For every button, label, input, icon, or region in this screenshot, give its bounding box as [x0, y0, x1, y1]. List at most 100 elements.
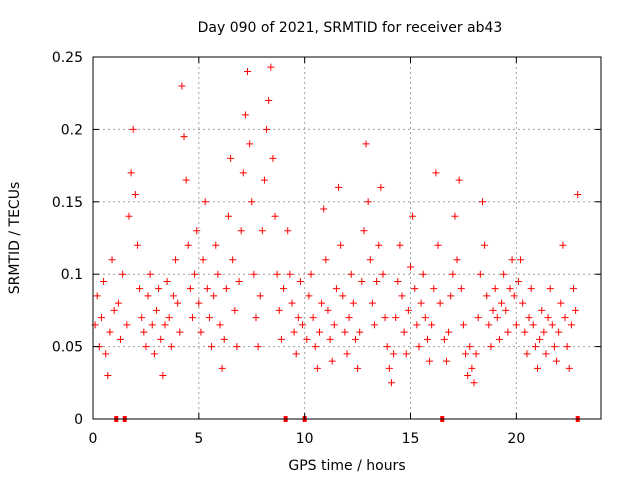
- data-point: [100, 277, 108, 285]
- data-point: [212, 241, 220, 249]
- data-point: [442, 357, 450, 365]
- data-point: [436, 299, 444, 307]
- data-point: [119, 270, 127, 278]
- data-point: [527, 285, 535, 293]
- data-point: [430, 285, 438, 293]
- data-point: [161, 321, 169, 329]
- x-tick-label: 20: [507, 431, 525, 447]
- data-point: [241, 111, 249, 119]
- data-point: [106, 328, 114, 336]
- data-point: [153, 306, 160, 314]
- x-tick-label: 15: [402, 431, 420, 447]
- data-point: [445, 328, 453, 336]
- data-point: [373, 277, 381, 285]
- data-point: [409, 212, 417, 220]
- data-point: [375, 241, 383, 249]
- y-tick-label: 0.25: [52, 50, 83, 66]
- data-point: [142, 343, 150, 351]
- data-point: [483, 292, 491, 300]
- data-point: [510, 292, 518, 300]
- data-point: [294, 314, 302, 322]
- data-point: [237, 227, 245, 235]
- data-point: [474, 314, 482, 322]
- data-point: [252, 314, 260, 322]
- data-point: [332, 285, 340, 293]
- data-point: [459, 321, 467, 329]
- data-point: [229, 256, 237, 264]
- data-point: [320, 205, 328, 213]
- data-point: [280, 285, 287, 293]
- data-point: [108, 256, 116, 264]
- grid: [93, 57, 601, 419]
- data-point: [364, 198, 372, 206]
- data-point: [502, 306, 510, 314]
- data-point: [387, 379, 395, 387]
- data-point: [125, 212, 133, 220]
- x-tick-label: 5: [194, 431, 203, 447]
- data-point: [286, 270, 294, 278]
- data-point: [205, 314, 213, 322]
- y-tick-label: 0.15: [52, 195, 83, 211]
- data-points: [91, 63, 582, 387]
- data-point: [110, 306, 118, 314]
- data-point: [233, 343, 241, 351]
- data-point: [341, 328, 349, 336]
- data-point: [163, 277, 171, 285]
- data-point: [208, 343, 216, 351]
- data-point: [478, 198, 486, 206]
- data-point: [512, 321, 520, 329]
- data-point: [506, 285, 514, 293]
- data-point: [464, 372, 472, 380]
- data-point: [284, 227, 292, 235]
- data-point: [413, 321, 421, 329]
- data-point: [216, 321, 224, 329]
- data-point: [472, 350, 480, 358]
- data-point: [362, 140, 370, 148]
- data-point: [493, 314, 501, 322]
- data-point: [358, 277, 366, 285]
- data-point: [542, 350, 550, 358]
- data-point: [277, 335, 285, 343]
- data-point: [197, 328, 205, 336]
- data-point: [521, 328, 529, 336]
- data-point: [203, 285, 211, 293]
- data-point: [555, 328, 563, 336]
- data-point: [569, 285, 577, 293]
- data-point: [258, 227, 266, 235]
- data-point: [440, 335, 448, 343]
- data-point: [426, 357, 434, 365]
- data-point: [271, 212, 279, 220]
- data-point: [548, 321, 556, 329]
- data-point: [172, 256, 180, 264]
- data-point: [550, 343, 558, 351]
- data-point: [339, 292, 347, 300]
- data-point: [193, 227, 201, 235]
- data-point: [159, 372, 167, 380]
- data-point: [345, 314, 353, 322]
- x-tick-label: 0: [89, 431, 98, 447]
- data-point: [517, 256, 525, 264]
- data-point: [178, 82, 186, 90]
- data-point: [148, 321, 156, 329]
- data-point: [546, 285, 554, 293]
- data-point: [457, 285, 465, 293]
- data-point: [383, 343, 391, 351]
- data-point: [307, 270, 315, 278]
- data-point: [574, 191, 582, 199]
- data-point: [487, 343, 495, 351]
- data-point: [470, 379, 478, 387]
- data-point: [462, 350, 470, 358]
- data-point: [540, 328, 548, 336]
- data-point: [349, 299, 357, 307]
- data-point: [447, 292, 455, 300]
- data-point: [402, 350, 410, 358]
- data-point: [269, 154, 277, 162]
- data-point: [434, 241, 442, 249]
- data-point: [449, 270, 457, 278]
- data-point: [93, 292, 101, 300]
- data-point: [354, 364, 362, 372]
- data-point: [453, 256, 461, 264]
- data-point: [519, 299, 527, 307]
- data-point: [508, 256, 516, 264]
